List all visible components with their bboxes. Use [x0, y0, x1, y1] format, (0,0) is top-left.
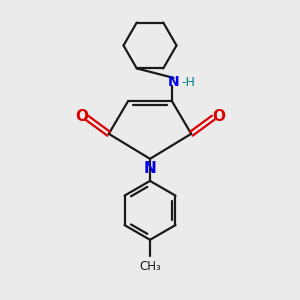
- Text: -H: -H: [182, 76, 196, 89]
- Text: O: O: [75, 109, 88, 124]
- Text: CH₃: CH₃: [139, 260, 161, 272]
- Text: N: N: [144, 161, 156, 176]
- Text: O: O: [212, 109, 225, 124]
- Text: N: N: [168, 75, 179, 89]
